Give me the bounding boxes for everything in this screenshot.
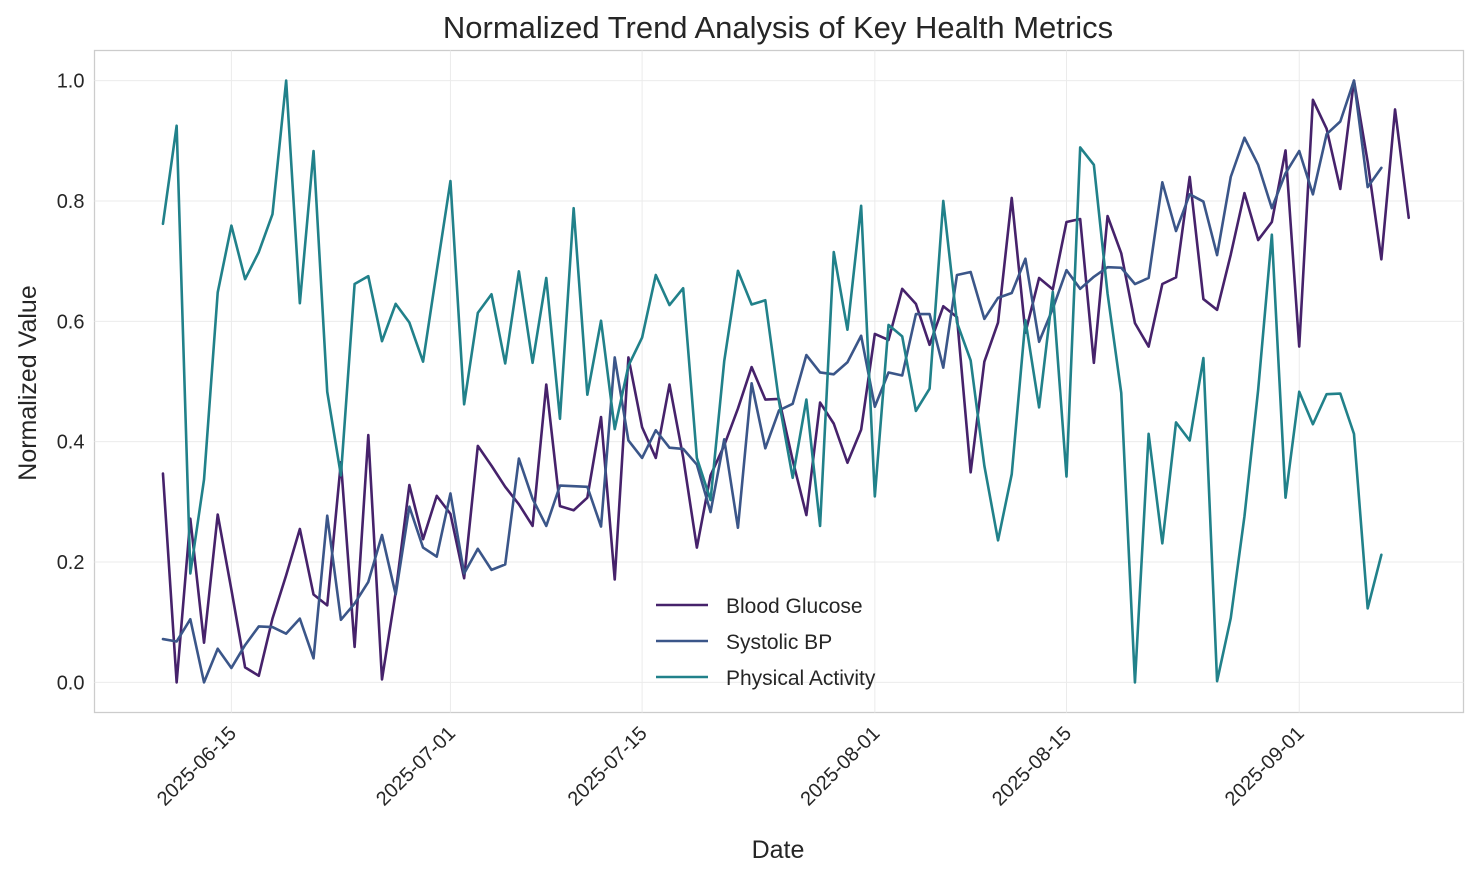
series-line-systolic-bp xyxy=(161,79,1383,684)
y-tick-label: 0.8 xyxy=(57,191,85,213)
y-tick-label: 0.6 xyxy=(57,311,85,333)
series-line-blood-glucose xyxy=(161,79,1411,684)
y-tick-label: 0.4 xyxy=(57,432,85,454)
x-tick-label: 2025-07-15 xyxy=(564,722,652,810)
legend-label-physical-activity: Physical Activity xyxy=(726,667,876,690)
series-line-physical-activity xyxy=(161,79,1383,684)
y-tick-label: 1.0 xyxy=(57,71,85,93)
axis-ticks: 0.0 0.2 0.4 0.6 0.8 1.0 2025-06-15 2025-07-01 20… xyxy=(57,71,1309,811)
plot-frame xyxy=(93,49,1465,714)
series-lines xyxy=(161,79,1411,684)
x-axis-label: Date xyxy=(752,836,805,864)
x-tick-label: 2025-07-01 xyxy=(372,722,460,810)
y-axis-label: Normalized Value xyxy=(14,285,42,480)
legend: Blood Glucose Systolic BP Physical Activit… xyxy=(656,595,876,690)
y-tick-label: 0.2 xyxy=(57,552,85,574)
legend-label-systolic-bp: Systolic BP xyxy=(726,631,832,654)
x-tick-label: 2025-06-15 xyxy=(153,722,241,810)
chart-title: Normalized Trend Analysis of Key Health … xyxy=(443,10,1113,45)
legend-label-blood-glucose: Blood Glucose xyxy=(726,595,863,618)
y-tick-label: 0.0 xyxy=(57,672,85,694)
x-tick-label: 2025-09-01 xyxy=(1221,722,1309,810)
x-tick-label: 2025-08-01 xyxy=(796,722,884,810)
x-tick-label: 2025-08-15 xyxy=(988,722,1076,810)
